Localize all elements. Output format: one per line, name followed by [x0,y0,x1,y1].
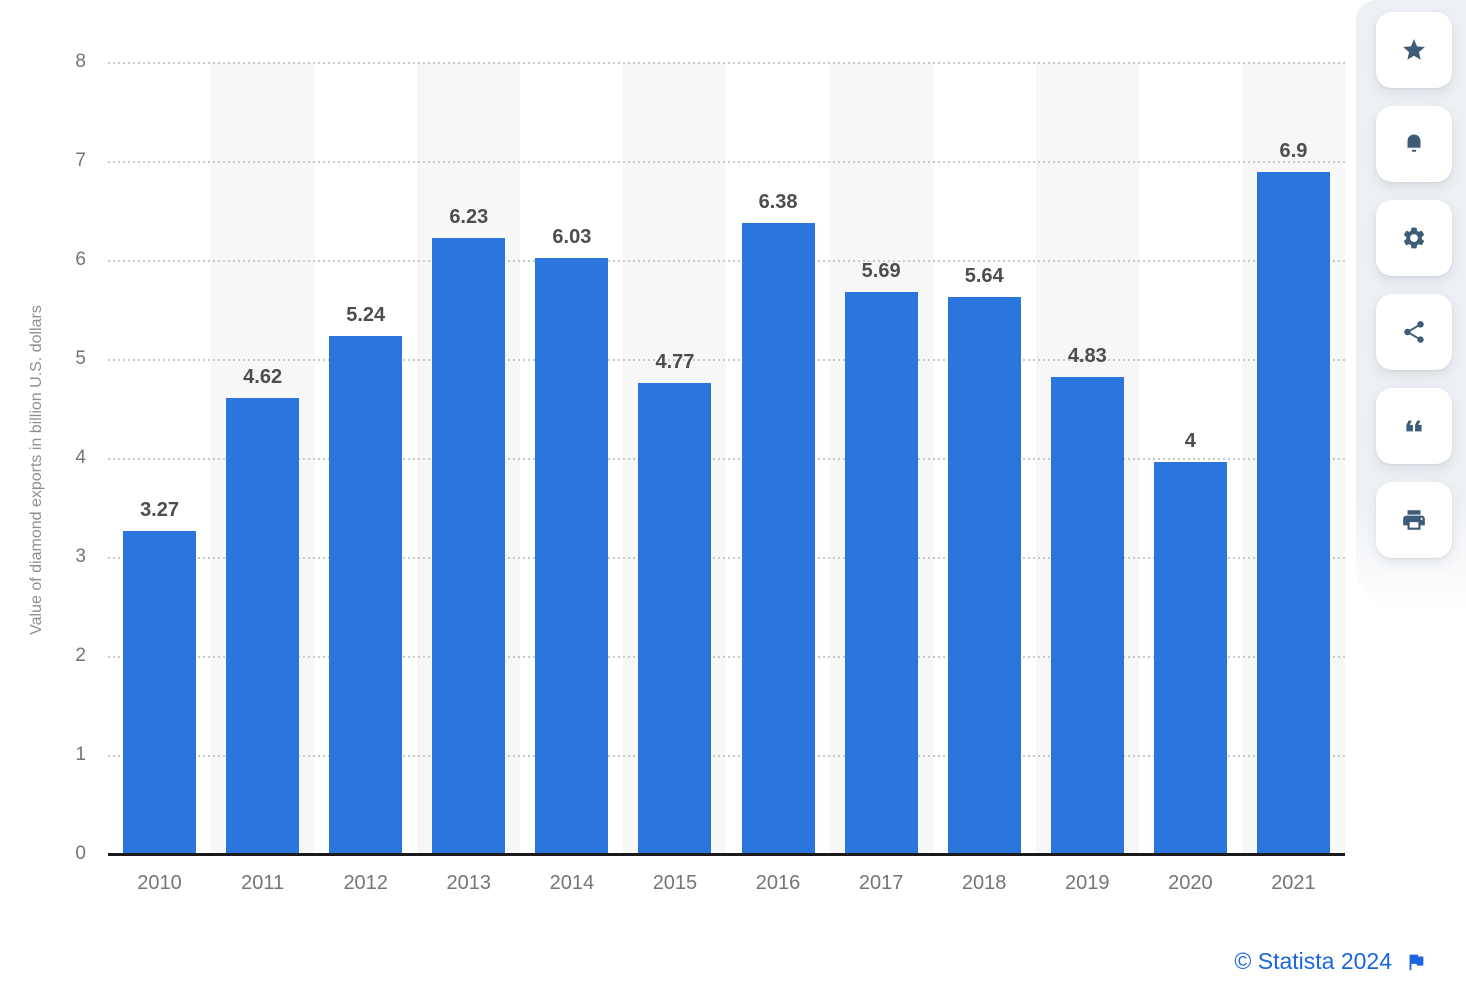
gridline-7 [108,161,1345,163]
bar-2014[interactable] [535,258,609,855]
gridline-1 [108,755,1345,757]
x-tick-label-2016: 2016 [755,872,801,894]
bell-icon [1407,134,1421,152]
y-tick-label-0: 0 [75,843,86,864]
flag-icon[interactable] [1405,951,1427,973]
y-tick-label-3: 3 [75,546,86,567]
x-tick-label-2019: 2019 [1065,872,1110,894]
x-tick-label-2017: 2017 [858,872,904,894]
value-label-2020: 4 [1184,429,1196,452]
printer-icon [1403,510,1425,530]
share-button[interactable] [1376,294,1452,370]
y-tick-label-6: 6 [75,249,86,270]
bar-2011[interactable] [226,397,300,855]
print-button[interactable] [1376,482,1452,558]
citation-button[interactable] [1376,388,1452,464]
x-tick-label-2015: 2015 [652,872,698,894]
star-icon [1403,39,1425,60]
bar-2020[interactable] [1153,461,1227,855]
bar-2018[interactable] [947,296,1021,855]
value-label-2015: 4.77 [655,350,695,373]
value-label-2012: 5.24 [346,304,386,327]
x-tick-label-2012: 2012 [343,872,388,894]
bar-2017[interactable] [844,291,918,855]
notifications-button[interactable] [1376,106,1452,182]
x-tick-label-2014: 2014 [549,872,595,894]
x-tick-label-2010: 2010 [137,872,182,894]
settings-button[interactable] [1376,200,1452,276]
gridline-2 [108,656,1345,658]
value-label-2014: 6.03 [552,226,592,249]
x-axis-line [108,853,1345,856]
x-tick-label-2018: 2018 [961,872,1007,894]
bar-2015[interactable] [638,382,712,855]
y-tick-label-8: 8 [75,51,86,72]
y-tick-label-5: 5 [75,348,86,369]
quote-icon [1406,420,1422,432]
value-label-2018: 5.64 [964,264,1004,287]
gridline-5 [108,359,1345,361]
y-tick-label-7: 7 [75,150,86,171]
bar-2010[interactable] [123,531,197,855]
gridline-4 [108,458,1345,460]
copyright-link[interactable]: © Statista 2024 [1234,948,1392,974]
value-label-2013: 6.23 [449,206,489,229]
value-label-2016: 6.38 [758,191,798,214]
gridline-6 [108,260,1345,262]
gridline-8 [108,62,1345,64]
bar-2013[interactable] [432,238,506,855]
bar-2021[interactable] [1256,171,1330,855]
gridline-3 [108,557,1345,559]
y-tick-label-4: 4 [75,447,86,468]
value-label-2011: 4.62 [243,365,283,388]
value-label-2019: 4.83 [1067,344,1107,367]
bar-2012[interactable] [329,336,403,855]
gear-icon [1403,227,1425,249]
attribution: © Statista 2024 [1234,948,1427,975]
value-label-2017: 5.69 [861,259,901,282]
favorite-button[interactable] [1376,12,1452,88]
bar-2019[interactable] [1050,376,1124,855]
y-tick-label-1: 1 [75,744,86,765]
x-tick-label-2020: 2020 [1168,872,1213,894]
value-label-2010: 3.27 [140,499,179,522]
value-label-2021: 6.9 [1279,139,1308,162]
x-tick-label-2021: 2021 [1271,872,1316,894]
share-icon [1404,321,1424,343]
x-tick-label-2011: 2011 [241,872,285,894]
y-tick-label-2: 2 [75,645,86,666]
bar-2016[interactable] [741,223,815,855]
x-tick-label-2013: 2013 [446,872,492,894]
